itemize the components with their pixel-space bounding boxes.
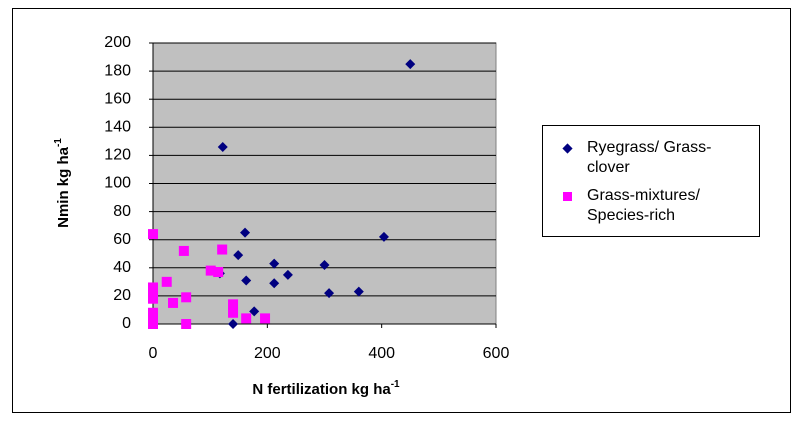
x-axis-title: N fertilization kg ha-1 (252, 379, 400, 398)
x-axis-title-sup: -1 (391, 379, 400, 390)
x-tick-label: 600 (483, 345, 510, 362)
point (148, 229, 158, 240)
y-tick-label: 100 (104, 175, 131, 192)
y-axis-title: Nmin kg ha-1 (53, 138, 72, 228)
point (240, 227, 251, 238)
point (148, 319, 158, 329)
point (161, 276, 172, 287)
point (148, 293, 158, 304)
point (282, 269, 293, 280)
point (233, 250, 244, 261)
y-tick-label: 40 (113, 259, 131, 276)
point (269, 278, 280, 289)
point (353, 286, 364, 297)
point (324, 288, 335, 299)
point (241, 275, 252, 286)
y-tick-label: 0 (122, 315, 131, 332)
point (181, 292, 192, 303)
x-tick-label: 200 (254, 345, 281, 362)
legend-label: Grass-mixtures/ Species-rich (587, 187, 700, 224)
y-tick-label: 200 (104, 34, 131, 51)
y-tick-label: 140 (104, 119, 131, 136)
x-tick-label: 0 (149, 345, 158, 362)
point (148, 288, 158, 299)
point (217, 141, 228, 152)
point (148, 313, 158, 324)
point (148, 282, 158, 293)
legend-label: Ryegrass/ Grass-clover (587, 139, 712, 176)
point (205, 265, 216, 276)
point (405, 59, 416, 70)
point (148, 307, 158, 318)
point (217, 244, 228, 255)
point (241, 313, 252, 324)
point (168, 297, 179, 308)
y-tick-label: 160 (104, 90, 131, 107)
x-tick-label: 400 (368, 345, 395, 362)
y-tick-label: 80 (113, 203, 131, 220)
legend-marker (562, 143, 573, 154)
y-axis-title-sup: -1 (53, 138, 64, 147)
point (269, 258, 280, 269)
point (228, 299, 239, 310)
point (378, 231, 389, 242)
y-tick-label: 180 (104, 62, 131, 79)
point (228, 307, 239, 318)
point (181, 319, 192, 329)
point (260, 313, 271, 324)
y-tick-label: 60 (113, 231, 131, 248)
point (213, 267, 224, 278)
y-axis-title-text: Nmin kg ha (55, 146, 72, 228)
point (178, 245, 189, 256)
y-tick-label: 20 (113, 287, 131, 304)
y-tick-label: 120 (104, 147, 131, 164)
point (249, 306, 260, 317)
legend: Ryegrass/ Grass-clover Grass-mixtures/ Sp… (542, 125, 760, 237)
x-axis-title-text: N fertilization kg ha (252, 381, 391, 398)
point (319, 259, 330, 270)
legend-marker (563, 192, 572, 201)
point (228, 319, 239, 329)
